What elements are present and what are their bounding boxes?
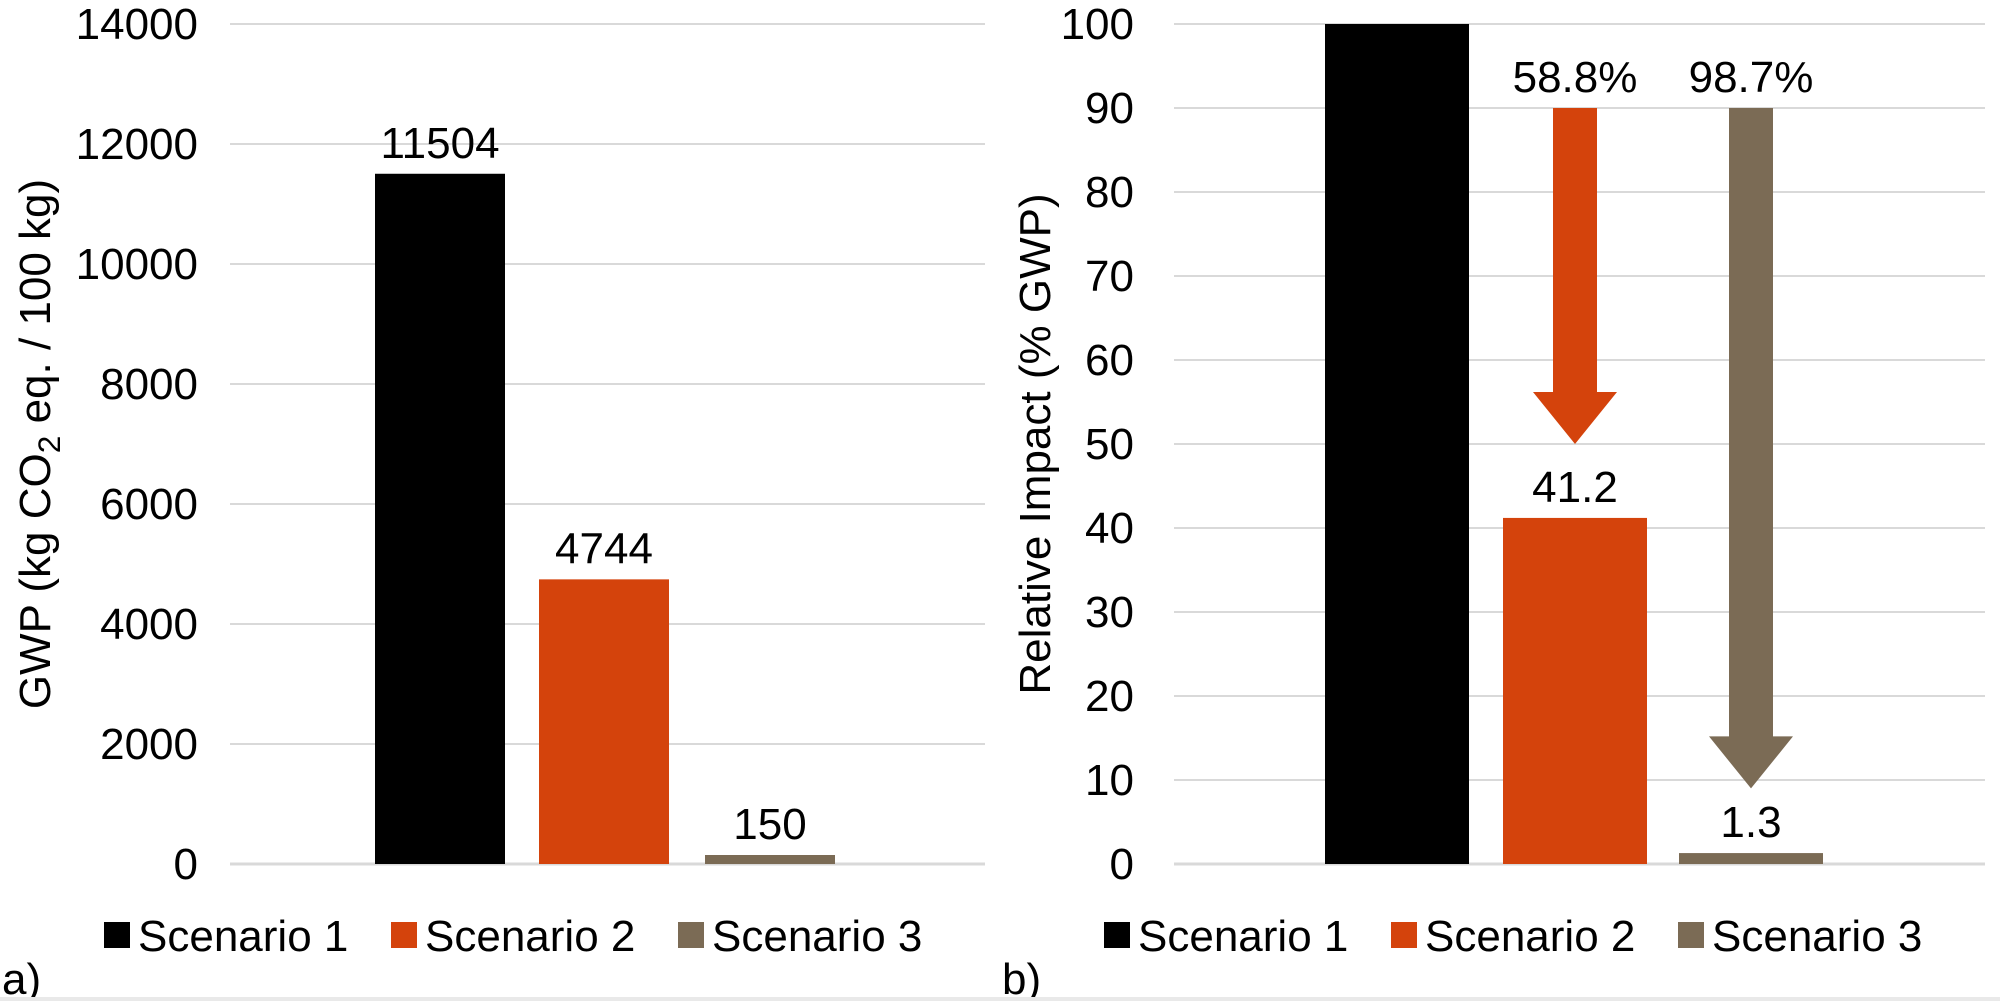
bar-scenario-1 — [1325, 24, 1469, 864]
bar-value-label: 1.3 — [1720, 798, 1781, 847]
bar-value-label: 4744 — [555, 524, 653, 573]
bar-scenario-3 — [1679, 853, 1823, 864]
legend-label: Scenario 3 — [1712, 912, 1922, 961]
bar-scenario-3 — [705, 855, 835, 864]
legend-label: Scenario 1 — [138, 912, 348, 961]
y-tick-label: 20 — [1085, 672, 1134, 721]
bar-value-label: 11504 — [380, 119, 499, 168]
y-tick-label: 12000 — [76, 120, 198, 169]
reduction-arrow-label: 98.7% — [1689, 53, 1814, 102]
y-axis-title: GWP (kg CO2 eq. / 100 kg) — [11, 179, 67, 709]
y-tick-label: 40 — [1085, 504, 1134, 553]
y-tick-label: 0 — [1110, 840, 1134, 889]
reduction-arrow — [1709, 108, 1793, 789]
reduction-arrow — [1533, 108, 1617, 444]
y-tick-label: 2000 — [100, 720, 198, 769]
y-tick-label: 50 — [1085, 420, 1134, 469]
y-tick-label: 0 — [174, 840, 198, 889]
legend-swatch-scenario-1 — [104, 922, 130, 948]
y-tick-label: 60 — [1085, 336, 1134, 385]
legend-label: Scenario 2 — [425, 912, 635, 961]
legend-swatch-scenario-3 — [678, 922, 704, 948]
y-tick-label: 10000 — [76, 240, 198, 289]
legend-label: Scenario 1 — [1138, 912, 1348, 961]
panel-tag: a) — [2, 955, 41, 1001]
y-tick-label: 10 — [1085, 756, 1134, 805]
bar-value-label: 150 — [733, 800, 806, 849]
y-tick-label: 80 — [1085, 168, 1134, 217]
legend-swatch-scenario-2 — [391, 922, 417, 948]
y-tick-label: 90 — [1085, 84, 1134, 133]
bar-scenario-1 — [375, 173, 505, 864]
y-axis-title: Relative Impact (% GWP) — [1011, 193, 1060, 694]
legend-label: Scenario 3 — [712, 912, 922, 961]
legend-swatch-scenario-2 — [1391, 922, 1417, 948]
panel-a-gwp-chart: 0 2000 4000 6000 8000 10000 12000 14000 GWP (kg … — [2, 0, 985, 1001]
y-tick-label: 100 — [1061, 0, 1134, 49]
y-tick-label: 4000 — [100, 600, 198, 649]
y-tick-label: 70 — [1085, 252, 1134, 301]
reduction-arrow-label: 58.8% — [1513, 53, 1638, 102]
y-tick-label: 14000 — [76, 0, 198, 49]
y-tick-label: 30 — [1085, 588, 1134, 637]
legend-swatch-scenario-3 — [1678, 922, 1704, 948]
legend-swatch-scenario-1 — [1104, 922, 1130, 948]
legend-label: Scenario 2 — [1425, 912, 1635, 961]
y-tick-label: 8000 — [100, 360, 198, 409]
bar-scenario-2 — [539, 579, 669, 864]
bar-value-label: 41.2 — [1532, 463, 1618, 512]
panel-tag: b) — [1002, 955, 1041, 1001]
figure-bottom-border — [0, 997, 2000, 1001]
panel-b-relative-impact-chart: 0 10 20 30 40 50 60 70 80 90 100 Relative Impact (%… — [1002, 0, 1985, 1001]
y-tick-label: 6000 — [100, 480, 198, 529]
bar-scenario-2 — [1503, 517, 1647, 864]
